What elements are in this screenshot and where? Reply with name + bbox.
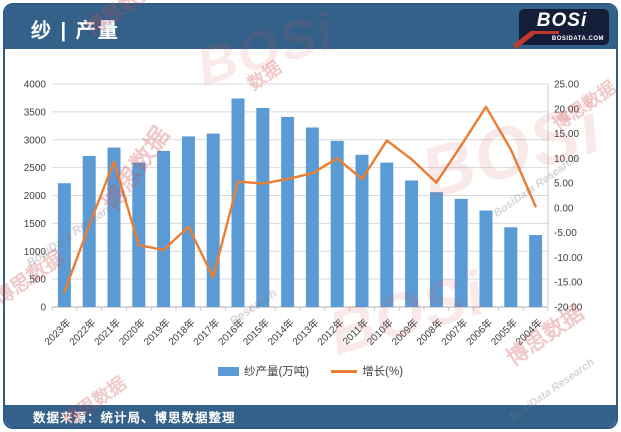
footer-bar: 数据来源：统计局、博思数据整理 — [5, 403, 616, 427]
header-bar: 纱 | 产量 BOSi BOSIDATA.COM — [5, 5, 616, 49]
bosi-logo: BOSi BOSIDATA.COM — [513, 9, 609, 49]
legend-item-growth: 增长(%) — [331, 363, 403, 379]
page-title: 纱 | 产量 — [31, 20, 120, 42]
legend-line-swatch — [331, 369, 358, 373]
logo-wordmark: BOSi — [536, 10, 588, 31]
legend-line-label: 增长(%) — [362, 366, 404, 378]
logo-domain-text: BOSIDATA.COM — [551, 36, 604, 42]
logo-red-slash-icon — [513, 30, 535, 49]
legend-item-production: 纱产量(万吨) — [217, 363, 310, 379]
logo-red-underline — [533, 31, 559, 34]
legend-bar-label: 纱产量(万吨) — [243, 366, 310, 378]
data-source-text: 数据来源：统计局、博思数据整理 — [33, 410, 236, 425]
chart-legend: 纱产量(万吨) 增长(%) — [0, 363, 621, 379]
legend-bar-swatch — [217, 366, 239, 376]
chart-panel — [5, 49, 616, 403]
